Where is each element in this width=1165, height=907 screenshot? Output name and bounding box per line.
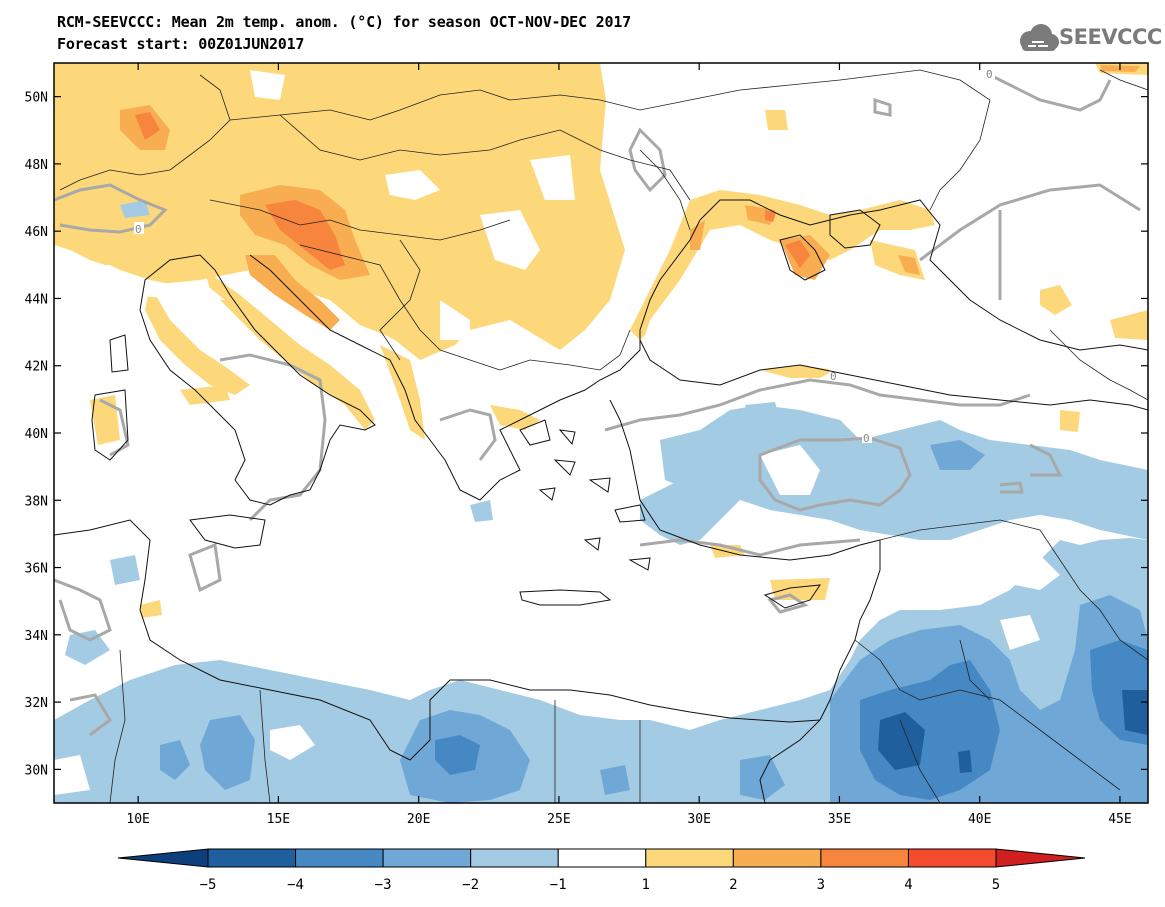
colorbar-label: −1 (550, 877, 567, 893)
colorbar-label: 4 (904, 877, 912, 893)
lon-tick-label: 10E (126, 812, 149, 827)
colorbar-min-extension (117, 848, 209, 868)
colorbar-label: −5 (200, 877, 217, 893)
lat-tick-label: 42N (25, 360, 48, 375)
colorbar-segment (470, 848, 559, 868)
cool-holes (54, 445, 1060, 795)
lat-tick-label: 38N (25, 494, 48, 509)
lon-tick-label: 40E (968, 812, 991, 827)
colorbar: −5 −4 −3 −2 −1 1 2 3 4 5 (117, 848, 1086, 893)
colorbar-segment (382, 848, 472, 868)
colorbar-label: 5 (992, 877, 1000, 893)
colorbar-segment (645, 848, 734, 868)
colorbar-segment (732, 848, 822, 868)
colorbar-label: 3 (817, 877, 825, 893)
cloud-logo-icon (1020, 24, 1059, 51)
map-title: RCM-SEEVCCC: Mean 2m temp. anom. (°C) fo… (57, 13, 631, 31)
colorbar-segment (820, 848, 909, 868)
lon-tick-label: 45E (1108, 812, 1131, 827)
colorbar-label: −3 (375, 877, 392, 893)
svg-text:0: 0 (830, 370, 837, 383)
colorbar-label: −2 (462, 877, 479, 893)
lat-tick-label: 46N (25, 225, 48, 240)
svg-text:0: 0 (135, 223, 142, 236)
forecast-start-label: Forecast start: 00Z01JUN2017 (57, 35, 305, 53)
colorbar-segment (295, 848, 384, 868)
colorbar-label: 1 (642, 877, 650, 893)
logo-text: SEEVCCC (1059, 25, 1162, 49)
lat-tick-label: 32N (25, 696, 48, 711)
colorbar-label: −4 (287, 877, 304, 893)
coastlines (54, 199, 1148, 803)
warm-anomaly-3-4 (135, 112, 810, 270)
lat-tick-label: 30N (25, 763, 48, 778)
cool-anomaly-5-4 (878, 690, 1148, 773)
lat-tick-label: 36N (25, 562, 48, 577)
lon-tick-label: 35E (828, 812, 851, 827)
lat-tick-label: 40N (25, 427, 48, 442)
lon-tick-label: 30E (687, 812, 710, 827)
lat-tick-label: 44N (25, 292, 48, 307)
map-plot-area: 0 0 0 0 (54, 63, 1148, 803)
country-borders (59, 69, 1148, 803)
lon-tick-label: 25E (547, 812, 570, 827)
contour-labels: 0 0 0 0 (135, 68, 993, 445)
svg-text:0: 0 (986, 68, 993, 81)
map-axes: 10E 15E 20E 25E 30E 35E 40E 45E 50N 48N 46N 44N 42N 4… (25, 63, 1148, 827)
colorbar-segment (557, 848, 647, 868)
colorbar-label: 2 (729, 877, 737, 893)
lat-tick-label: 34N (25, 629, 48, 644)
colorbar-max-extension (995, 848, 1086, 868)
lon-tick-label: 20E (407, 812, 430, 827)
lat-tick-label: 48N (25, 158, 48, 173)
colorbar-segment (207, 848, 297, 868)
warm-holes (60, 70, 575, 340)
lon-tick-label: 15E (267, 812, 290, 827)
lat-tick-label: 50N (25, 91, 48, 106)
svg-text:0: 0 (863, 432, 870, 445)
colorbar-segment (907, 848, 997, 868)
